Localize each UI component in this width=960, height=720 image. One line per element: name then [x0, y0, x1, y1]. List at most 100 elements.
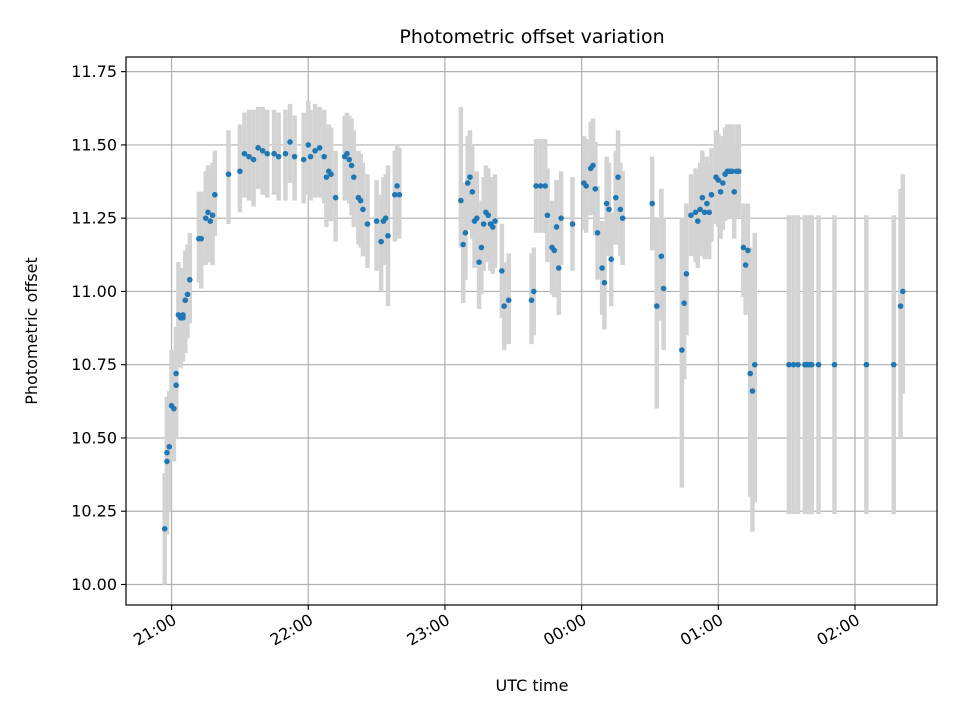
data-point — [808, 361, 815, 368]
data-point — [660, 285, 667, 292]
data-point — [360, 206, 366, 213]
data-point — [394, 183, 400, 189]
y-tick-label: 11.75 — [71, 62, 117, 81]
data-point — [542, 183, 548, 189]
data-point — [474, 215, 480, 221]
data-point — [795, 361, 801, 368]
y-tick-label: 10.00 — [71, 575, 117, 594]
data-point — [332, 194, 339, 201]
data-point — [592, 186, 599, 192]
data-point — [305, 142, 312, 148]
data-point — [681, 300, 687, 306]
data-point — [182, 297, 189, 304]
data-point — [706, 209, 712, 216]
data-point — [164, 458, 170, 465]
data-point — [464, 180, 471, 186]
data-point — [815, 361, 822, 368]
y-tick-label: 11.50 — [71, 135, 117, 154]
data-point — [697, 206, 703, 213]
data-point — [255, 145, 261, 151]
data-point — [259, 147, 266, 154]
data-point — [505, 297, 512, 304]
data-point — [237, 168, 243, 175]
data-point — [346, 156, 353, 163]
data-point — [282, 150, 289, 157]
data-point — [704, 200, 710, 207]
data-point — [173, 370, 179, 377]
data-point — [212, 191, 218, 198]
data-point — [569, 221, 576, 227]
data-point — [615, 174, 621, 180]
data-point — [701, 209, 708, 216]
data-point — [392, 191, 398, 198]
data-point — [462, 230, 469, 236]
data-point — [275, 153, 282, 160]
data-point — [590, 162, 596, 169]
data-point — [396, 191, 403, 198]
data-point — [890, 361, 897, 368]
data-point — [699, 194, 706, 201]
data-point — [731, 189, 738, 195]
data-point — [683, 271, 690, 277]
data-point — [382, 215, 389, 221]
data-point — [900, 288, 906, 295]
data-point — [790, 361, 797, 368]
grid — [126, 57, 937, 605]
chart-title: Photometric offset variation — [399, 26, 664, 48]
data-point — [186, 276, 193, 283]
data-point — [480, 221, 487, 227]
data-point — [300, 156, 307, 163]
x-axis-label: UTC time — [496, 676, 569, 695]
data-point — [499, 268, 505, 274]
y-axis-label: Photometric offset — [22, 257, 41, 405]
data-point — [786, 361, 792, 368]
data-point — [831, 361, 838, 368]
data-point — [551, 247, 558, 254]
data-point — [530, 288, 537, 295]
data-point — [357, 197, 364, 204]
data-point — [307, 153, 314, 160]
data-point — [385, 232, 391, 239]
data-point — [171, 405, 177, 412]
data-point — [205, 209, 211, 216]
data-point — [161, 526, 168, 532]
data-point — [328, 171, 334, 178]
data-point — [736, 168, 742, 175]
data-point — [715, 177, 722, 183]
data-point — [556, 265, 562, 271]
data-point — [708, 191, 715, 198]
data-point — [364, 221, 371, 227]
data-point — [166, 443, 173, 450]
data-point — [478, 244, 485, 251]
data-point — [747, 370, 753, 377]
data-point — [378, 238, 384, 245]
data-point — [225, 171, 232, 178]
data-point — [729, 168, 735, 175]
data-point — [617, 206, 624, 213]
data-point — [537, 183, 544, 189]
data-point — [603, 200, 610, 207]
data-point — [489, 224, 496, 230]
data-point — [180, 312, 186, 318]
data-point — [467, 174, 473, 180]
data-point — [460, 241, 466, 248]
data-point — [599, 265, 605, 271]
data-point — [717, 189, 724, 195]
data-point — [344, 150, 350, 157]
data-point — [351, 174, 357, 180]
data-point — [312, 147, 318, 154]
data-point — [692, 209, 699, 216]
data-point — [476, 259, 482, 265]
data-point — [742, 262, 749, 268]
data-point — [321, 153, 327, 160]
y-tick-label: 10.75 — [71, 355, 117, 374]
data-point — [533, 183, 539, 189]
data-point — [250, 156, 257, 163]
data-point — [271, 150, 277, 157]
data-point — [679, 347, 685, 353]
data-point — [749, 388, 756, 394]
data-point — [241, 150, 248, 157]
data-point — [612, 194, 619, 201]
data-point — [458, 197, 464, 204]
